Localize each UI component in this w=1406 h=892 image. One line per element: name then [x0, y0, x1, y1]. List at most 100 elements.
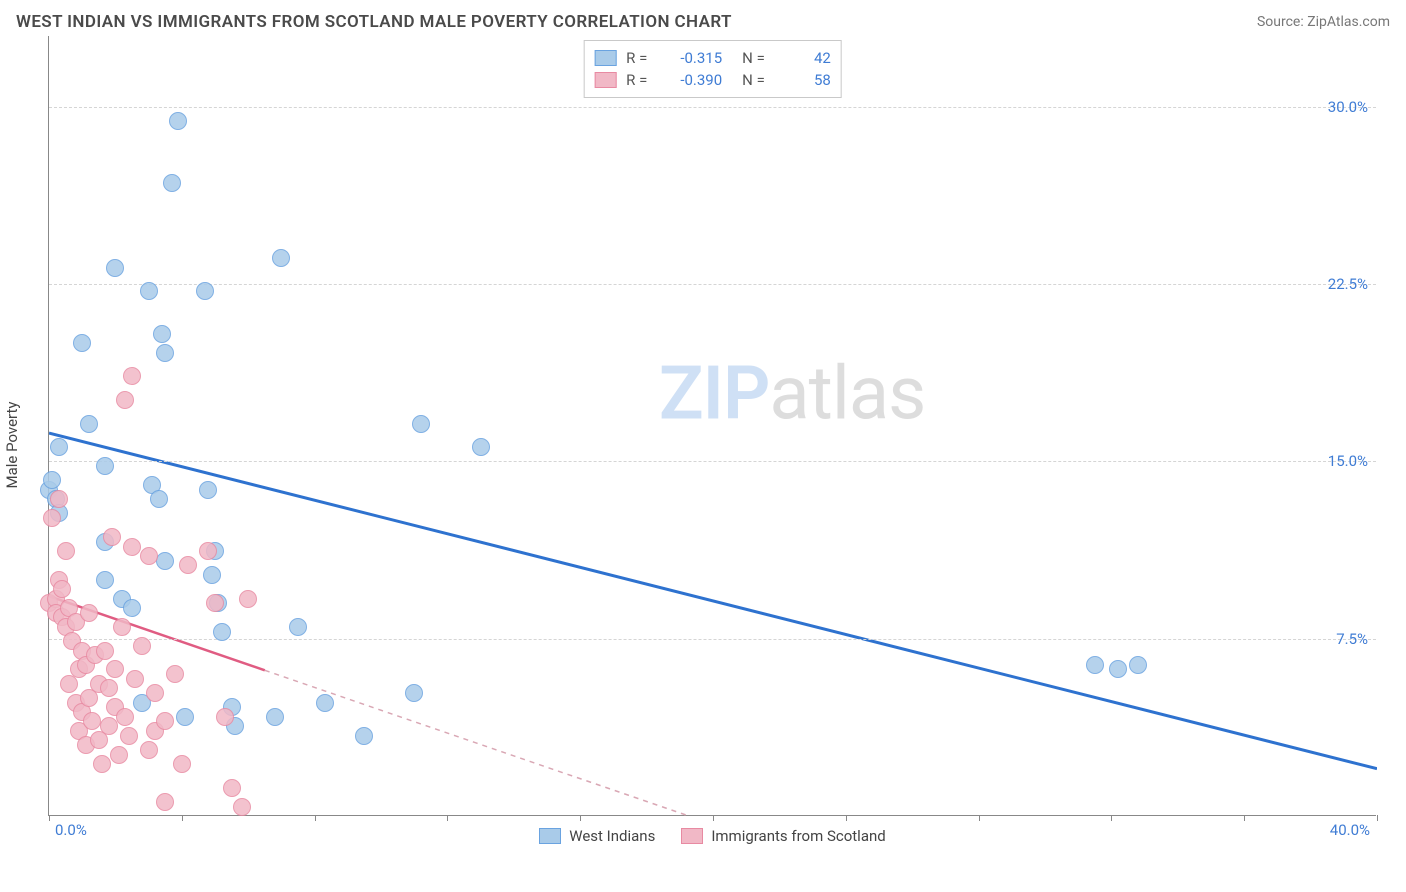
x-tick [1377, 815, 1378, 821]
legend-swatch-icon [594, 50, 616, 66]
data-point [140, 282, 158, 300]
data-point [156, 712, 174, 730]
data-point [289, 618, 307, 636]
data-point [472, 438, 490, 456]
legend-stats-row: R = -0.315 N = 42 [594, 47, 831, 69]
y-axis-label: Male Poverty [3, 402, 21, 489]
x-tick [580, 815, 581, 821]
data-point [140, 741, 158, 759]
data-point [123, 367, 141, 385]
y-gridline [49, 107, 1376, 108]
data-point [103, 528, 121, 546]
data-point [96, 571, 114, 589]
x-tick [1111, 815, 1112, 821]
legend-n-value: 42 [775, 49, 831, 67]
legend-n-label: N = [742, 49, 765, 67]
legend-r-value: -0.315 [666, 49, 722, 67]
y-gridline [49, 284, 1376, 285]
legend-stats: R = -0.315 N = 42 R = -0.390 N = 58 [583, 40, 842, 98]
y-tick-label: 22.5% [1328, 275, 1368, 293]
legend-r-value: -0.390 [666, 71, 722, 89]
data-point [223, 779, 241, 797]
data-point [166, 665, 184, 683]
watermark-zip: ZIP [659, 351, 770, 438]
data-point [163, 174, 181, 192]
data-point [123, 538, 141, 556]
data-point [123, 599, 141, 617]
data-point [156, 552, 174, 570]
data-point [113, 618, 131, 636]
data-point [93, 755, 111, 773]
x-tick [315, 815, 316, 821]
regression-lines [49, 36, 1377, 816]
data-point [153, 325, 171, 343]
source-label: Source: ZipAtlas.com [1257, 14, 1390, 30]
x-tick [447, 815, 448, 821]
watermark-atlas: atlas [769, 351, 925, 438]
legend-n-label: N = [742, 71, 765, 89]
data-point [57, 542, 75, 560]
legend-series: West Indians Immigrants from Scotland [49, 827, 1376, 845]
data-point [239, 590, 257, 608]
data-point [196, 282, 214, 300]
data-point [96, 457, 114, 475]
y-tick-label: 7.5% [1336, 630, 1368, 648]
data-point [100, 717, 118, 735]
legend-series-item: Immigrants from Scotland [681, 827, 885, 845]
data-point [169, 112, 187, 130]
legend-stats-row: R = -0.390 N = 58 [594, 69, 831, 91]
data-point [120, 727, 138, 745]
legend-swatch-icon [681, 828, 703, 844]
page-title: WEST INDIAN VS IMMIGRANTS FROM SCOTLAND … [16, 12, 732, 32]
legend-series-label: Immigrants from Scotland [711, 827, 885, 845]
data-point [203, 566, 221, 584]
x-tick [49, 815, 50, 821]
data-point [156, 793, 174, 811]
data-point [116, 391, 134, 409]
y-gridline [49, 461, 1376, 462]
data-point [100, 679, 118, 697]
data-point [156, 344, 174, 362]
data-point [133, 637, 151, 655]
data-point [96, 642, 114, 660]
data-point [80, 604, 98, 622]
data-point [80, 415, 98, 433]
data-point [50, 438, 68, 456]
y-tick-label: 30.0% [1328, 98, 1368, 116]
chart-container: Male Poverty ZIPatlas R = -0.315 N = 42 … [48, 36, 1382, 854]
data-point [173, 755, 191, 773]
data-point [1086, 656, 1104, 674]
legend-r-label: R = [626, 71, 656, 89]
data-point [213, 623, 231, 641]
x-tick [713, 815, 714, 821]
data-point [176, 708, 194, 726]
data-point [266, 708, 284, 726]
data-point [233, 798, 251, 816]
legend-series-item: West Indians [539, 827, 655, 845]
legend-r-label: R = [626, 49, 656, 67]
data-point [1129, 656, 1147, 674]
data-point [83, 712, 101, 730]
x-tick [182, 815, 183, 821]
data-point [179, 556, 197, 574]
legend-swatch-icon [539, 828, 561, 844]
x-tick [979, 815, 980, 821]
data-point [106, 660, 124, 678]
x-tick [1244, 815, 1245, 821]
data-point [199, 542, 217, 560]
data-point [412, 415, 430, 433]
data-point [126, 670, 144, 688]
data-point [110, 746, 128, 764]
data-point [43, 509, 61, 527]
data-point [146, 684, 164, 702]
data-point [150, 490, 168, 508]
data-point [43, 471, 61, 489]
y-gridline [49, 639, 1376, 640]
data-point [272, 249, 290, 267]
legend-n-value: 58 [775, 71, 831, 89]
scatter-plot: ZIPatlas R = -0.315 N = 42 R = -0.390 N … [48, 36, 1376, 816]
data-point [206, 594, 224, 612]
data-point [216, 708, 234, 726]
data-point [1109, 660, 1127, 678]
data-point [199, 481, 217, 499]
